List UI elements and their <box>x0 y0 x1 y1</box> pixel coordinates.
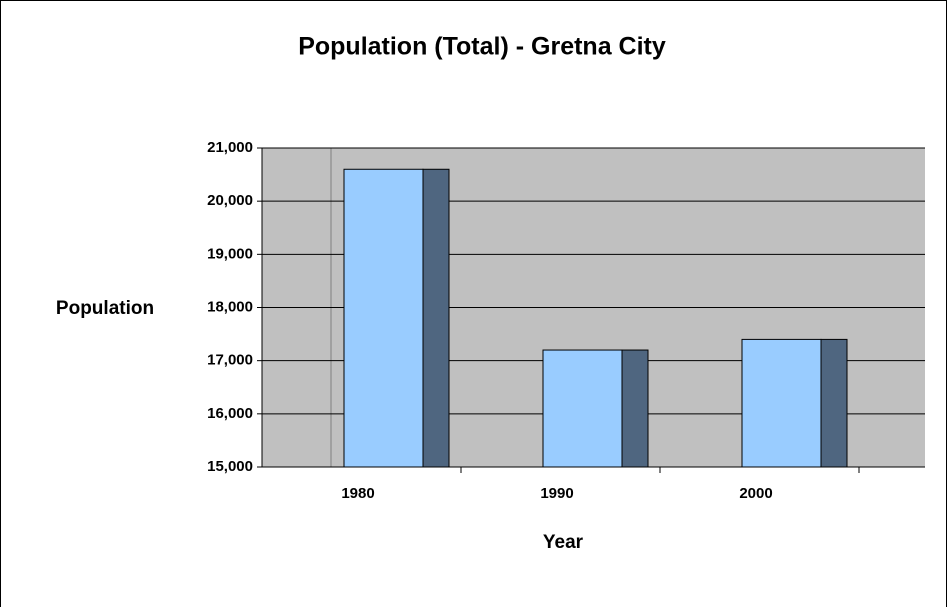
bar-side <box>422 168 450 468</box>
bar <box>343 168 424 468</box>
x-axis-label: Year <box>543 532 584 553</box>
y-tick-label: 17,000 <box>207 352 253 369</box>
x-tick-label: 1980 <box>341 485 374 502</box>
x-tick-label: 1990 <box>540 485 573 502</box>
bar <box>542 349 623 468</box>
y-tick-label: 16,000 <box>207 405 253 422</box>
bar-side <box>820 338 848 468</box>
x-tick-label: 2000 <box>739 485 772 502</box>
y-axis-label: Population <box>56 298 154 319</box>
bar-side <box>621 349 649 468</box>
y-tick-label: 21,000 <box>207 139 253 156</box>
y-tick-label: 18,000 <box>207 298 253 315</box>
y-tick-label: 15,000 <box>207 458 253 475</box>
bar <box>741 338 822 468</box>
y-tick-label: 20,000 <box>207 192 253 209</box>
chart-title: Population (Total) - Gretna City <box>298 33 666 61</box>
y-tick-label: 19,000 <box>207 245 253 262</box>
